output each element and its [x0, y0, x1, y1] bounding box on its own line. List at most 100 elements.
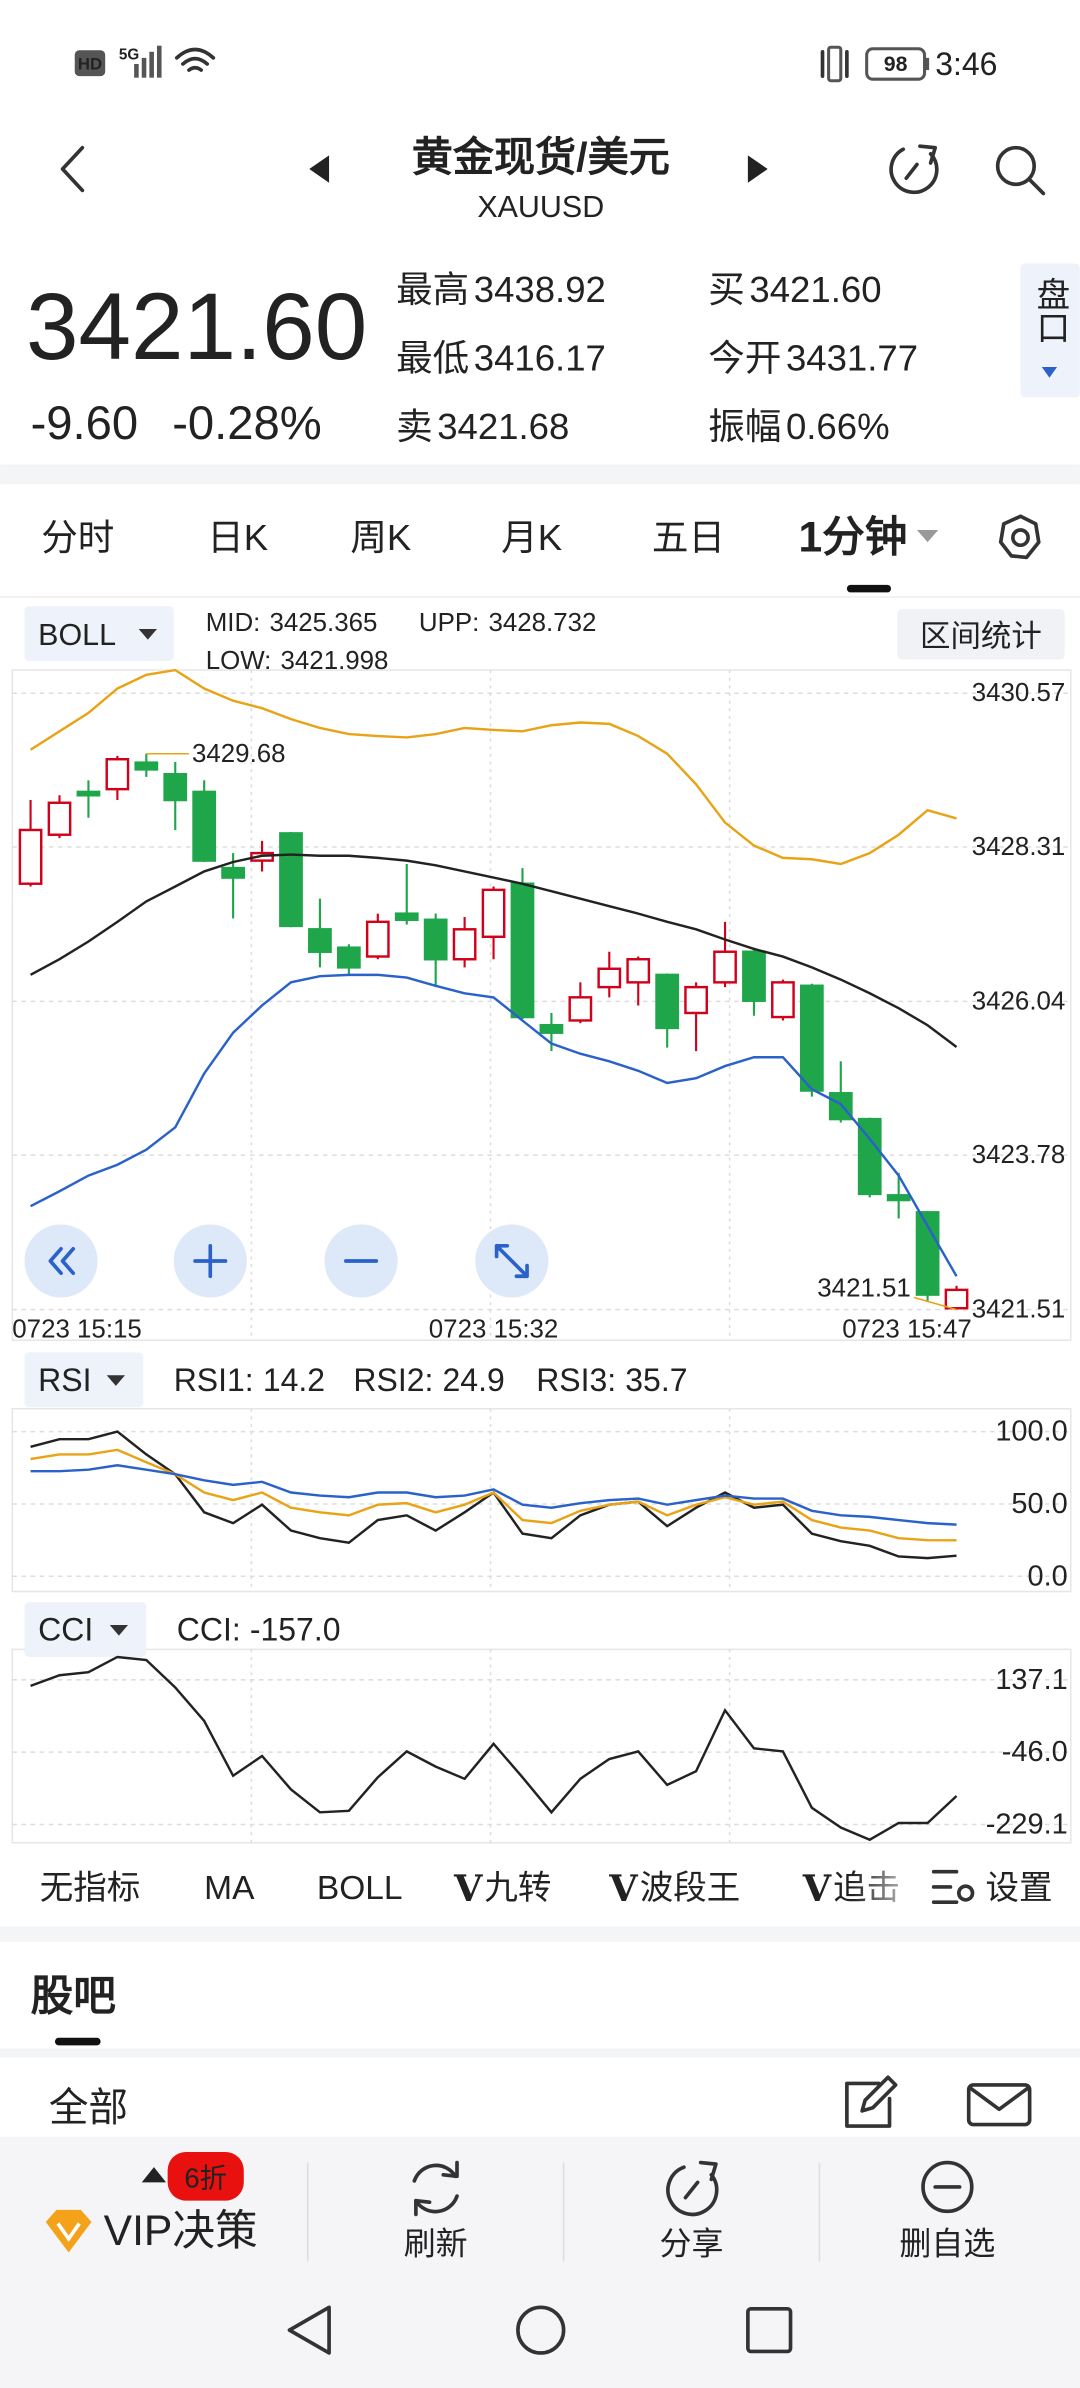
dropdown-arrow: [1041, 367, 1058, 378]
candle-body: [597, 967, 622, 989]
y-tick-label: -46.0: [1002, 1736, 1068, 1768]
discount-badge: [167, 2151, 244, 2201]
indicator-settings[interactable]: 设置: [985, 1870, 1052, 1907]
separator: [0, 1926, 1080, 1942]
legend-value: -157.0: [250, 1612, 341, 1648]
period-tab[interactable]: 五日: [652, 517, 725, 558]
order-book-button[interactable]: [1020, 263, 1080, 398]
premium-badge: V: [608, 1867, 638, 1910]
vip-label[interactable]: VIP决策: [104, 2207, 258, 2255]
zoom-out-button[interactable]: [324, 1224, 398, 1298]
candle-body: [76, 790, 101, 797]
tab-underline: [54, 2037, 101, 2046]
x-tick-label: 0723 15:47: [842, 1316, 972, 1344]
remove-watchlist-icon[interactable]: [921, 2160, 974, 2214]
tab-fade: [852, 1854, 930, 1922]
network-label: HD: [78, 54, 102, 73]
price-change: -9.60: [31, 397, 139, 450]
indicator-settings-icon[interactable]: [931, 1869, 975, 1905]
action-label[interactable]: 分享: [660, 2225, 724, 2261]
stat-label: 最高: [396, 269, 469, 310]
chart-layer: [12, 668, 1071, 1842]
fullscreen-button[interactable]: [475, 1224, 549, 1298]
legend-name: CCI:: [177, 1612, 241, 1648]
indicator-tab[interactable]: BOLL: [317, 1870, 403, 1907]
indicator-name: RSI: [38, 1362, 91, 1398]
indicator-select[interactable]: [24, 1602, 147, 1657]
search-button[interactable]: [995, 145, 1046, 196]
candle-body: [134, 761, 159, 771]
nav-back[interactable]: [287, 2305, 331, 2355]
action-label[interactable]: 刷新: [404, 2225, 468, 2261]
action-label[interactable]: 删自选: [899, 2225, 995, 2261]
candle-body: [163, 772, 188, 802]
scroll-left-button[interactable]: [24, 1224, 98, 1298]
stat-value: 3416.17: [474, 337, 606, 378]
message-button[interactable]: [966, 2083, 1032, 2127]
period-tab[interactable]: 1分钟: [798, 514, 907, 562]
indicator-tab[interactable]: 九转: [484, 1870, 551, 1907]
refresh-icon[interactable]: [412, 2160, 459, 2217]
stat-label: 最低: [396, 337, 469, 378]
dropdown-arrow: [106, 1375, 125, 1386]
candle-body: [47, 801, 72, 836]
nav-recents[interactable]: [746, 2306, 793, 2354]
period-tab[interactable]: 周K: [350, 517, 411, 558]
legend-value: 3428.732: [488, 609, 596, 637]
indicator-select[interactable]: [24, 1352, 144, 1408]
y-tick-label: 3421.51: [972, 1296, 1066, 1324]
legend-name: MID:: [206, 609, 261, 637]
zoom-in-button[interactable]: [173, 1224, 247, 1298]
settings-button[interactable]: [998, 514, 1041, 560]
annotation-line: [913, 1296, 957, 1311]
zoom-controls: [24, 1224, 549, 1298]
compose-button[interactable]: [845, 2075, 898, 2128]
separator: [0, 464, 1080, 485]
range-stats-label[interactable]: 区间统计: [920, 620, 1042, 654]
order-book-label[interactable]: 盘口: [1031, 277, 1069, 344]
x-tick-label: 0723 15:32: [429, 1316, 559, 1344]
y-tick-label: 0.0: [1027, 1560, 1067, 1592]
back-button[interactable]: [60, 145, 85, 193]
indicator-tab[interactable]: 波段王: [640, 1870, 740, 1907]
y-tick-label: 3430.57: [972, 679, 1066, 707]
range-stats-button[interactable]: [897, 609, 1065, 660]
filter-tab[interactable]: 全部: [49, 2086, 128, 2130]
indicator-tab[interactable]: 无指标: [40, 1870, 140, 1907]
legend-value: 3425.365: [269, 609, 377, 637]
y-tick-label: 137.1: [995, 1664, 1067, 1696]
candle-body: [279, 832, 303, 928]
y-tick-label: -229.1: [986, 1808, 1068, 1840]
stat-value: 0.66%: [786, 406, 890, 447]
candle-body: [857, 1117, 882, 1196]
share-icon[interactable]: [666, 2160, 719, 2217]
indicator-line: [30, 1430, 957, 1560]
premium-badge: V: [802, 1867, 832, 1910]
candle-body: [192, 790, 217, 862]
period-tab[interactable]: 月K: [501, 517, 562, 558]
indicator-tab[interactable]: MA: [204, 1870, 255, 1907]
indicator-select[interactable]: [24, 606, 174, 661]
candle-body: [944, 1288, 969, 1310]
share-chart-button[interactable]: [889, 144, 939, 195]
period-tab[interactable]: 日K: [207, 517, 268, 558]
candle-body: [828, 1092, 853, 1121]
nav-home[interactable]: [516, 2305, 566, 2355]
indicator-name: BOLL: [38, 618, 116, 652]
stat-value: 3438.92: [474, 269, 606, 310]
candle-body: [423, 918, 448, 961]
arrow-up: [141, 2167, 167, 2183]
period-tab[interactable]: 分时: [41, 517, 114, 558]
clock: 3:46: [935, 46, 997, 82]
candle-body: [742, 950, 766, 1002]
y-tick-label: 3423.78: [972, 1141, 1066, 1169]
candle-body: [18, 828, 43, 885]
next-button[interactable]: [747, 155, 768, 183]
candle-body: [684, 985, 708, 1015]
last-price: 3421.60: [26, 275, 367, 380]
candle-body: [568, 996, 593, 1022]
premium-badge: V: [453, 1867, 483, 1910]
prev-button[interactable]: [309, 155, 330, 183]
